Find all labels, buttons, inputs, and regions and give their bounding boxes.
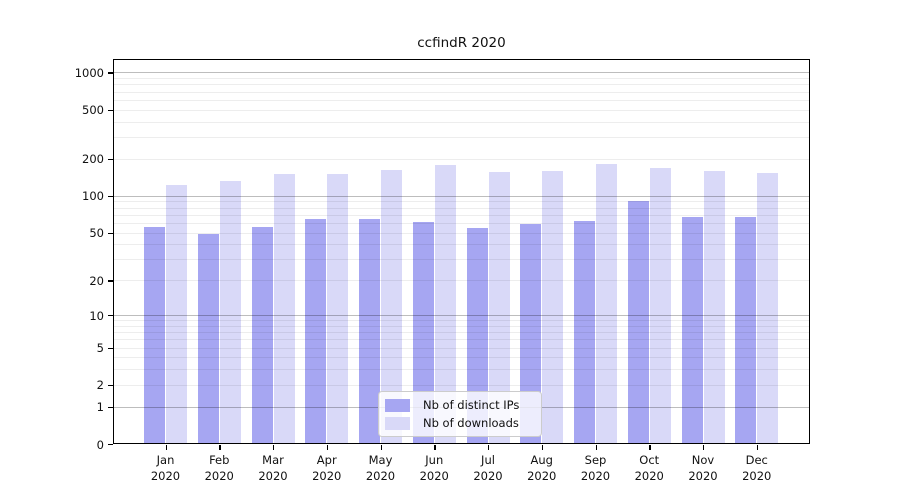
bar-distinct-ips-mar: [251, 227, 273, 444]
bar-downloads-jul: [488, 172, 510, 444]
x-tick-mark-apr: [326, 445, 329, 450]
x-tick-mark-jul: [488, 445, 490, 450]
bar-downloads-oct: [649, 168, 671, 444]
x-tick-label-nov: Nov 2020: [688, 453, 718, 483]
y-tick-label-500: 500: [82, 103, 104, 118]
y-tick-mark-10: [108, 315, 113, 317]
bar-downloads-jun: [434, 165, 456, 444]
y-tick-mark-50: [108, 232, 113, 234]
bar-downloads-mar: [273, 173, 295, 444]
x-tick-label-sep: Sep 2020: [580, 453, 611, 483]
bar-distinct-ips-dec: [735, 217, 757, 444]
x-tick-mark-mar: [273, 445, 275, 450]
x-tick-label-mar: Mar 2020: [258, 453, 288, 483]
x-tick-mark-feb: [219, 445, 221, 450]
y-tick-label-1: 1: [96, 400, 104, 415]
bar-distinct-ips-sep: [574, 221, 595, 444]
y-tick-mark-100: [108, 195, 113, 198]
x-tick-label-jun: Jun 2020: [419, 453, 449, 483]
bar-downloads-dec: [757, 172, 779, 444]
bar-downloads-aug: [542, 171, 564, 444]
bar-distinct-ips-jan: [144, 227, 165, 444]
x-tick-mark-jan: [165, 445, 167, 450]
bar-distinct-ips-jul: [466, 228, 488, 444]
y-tick-mark-200: [108, 158, 113, 161]
y-tick-mark-1: [108, 406, 113, 409]
x-tick-label-oct: Oct 2020: [634, 453, 664, 483]
x-tick-mark-may: [380, 445, 382, 450]
legend-swatch-distinct-ips: [385, 398, 410, 412]
bar-downloads-nov: [703, 171, 725, 444]
y-tick-mark-500: [108, 109, 113, 112]
bar-distinct-ips-nov: [681, 217, 703, 444]
x-tick-label-jul: Jul 2020: [473, 453, 503, 483]
legend-label-downloads: Nb of downloads: [423, 416, 519, 430]
bar-downloads-apr: [327, 173, 349, 444]
x-tick-label-aug: Aug 2020: [527, 453, 557, 483]
bars-layer: [113, 59, 810, 444]
x-tick-label-dec: Dec 2020: [742, 453, 772, 483]
x-tick-label-jan: Jan 2020: [150, 453, 181, 483]
x-tick-mark-jun: [434, 445, 436, 450]
legend-item-distinct-ips: Nb of distinct IPs: [385, 398, 533, 412]
x-tick-label-feb: Feb 2020: [204, 453, 234, 483]
x-tick-label-apr: Apr 2020: [312, 453, 342, 483]
bar-distinct-ips-apr: [305, 218, 327, 444]
y-tick-mark-1000: [108, 72, 113, 74]
y-tick-mark-2: [108, 384, 113, 387]
y-tick-mark-20: [108, 280, 113, 282]
y-tick-label-10: 10: [89, 308, 104, 323]
x-tick-mark-oct: [649, 445, 651, 450]
bar-downloads-sep: [596, 164, 617, 444]
x-axis: Jan 2020 Feb 2020 Mar 2020 Apr 2020 May 2020…: [113, 444, 810, 500]
y-tick-label-0: 0: [96, 437, 104, 452]
x-tick-mark-sep: [595, 445, 597, 450]
bar-distinct-ips-may: [359, 219, 380, 444]
legend-item-downloads: Nb of downloads: [385, 416, 533, 430]
y-tick-label-50: 50: [89, 226, 104, 241]
y-tick-label-5: 5: [96, 341, 104, 356]
legend-swatch-downloads: [385, 416, 410, 430]
y-tick-mark-0: [108, 444, 113, 446]
bar-downloads-feb: [219, 180, 241, 444]
y-tick-label-2: 2: [96, 378, 104, 393]
y-axis: 1000 500 200 100 50 20 10 5 2 1 0: [0, 59, 113, 452]
x-tick-label-may: May 2020: [365, 453, 396, 483]
plot-area: Nb of distinct IPs Nb of downloads: [113, 59, 810, 444]
bar-distinct-ips-aug: [520, 223, 542, 444]
bar-distinct-ips-feb: [197, 233, 219, 444]
x-tick-mark-dec: [756, 445, 759, 450]
legend-label-distinct-ips: Nb of distinct IPs: [423, 398, 520, 412]
bar-downloads-may: [381, 170, 402, 444]
bar-downloads-jan: [166, 184, 187, 444]
y-tick-mark-5: [108, 347, 113, 350]
y-tick-label-200: 200: [82, 152, 104, 167]
y-tick-label-20: 20: [89, 273, 104, 288]
x-tick-mark-nov: [703, 445, 705, 450]
y-tick-label-100: 100: [82, 189, 104, 204]
y-tick-label-1000: 1000: [74, 65, 104, 80]
bar-distinct-ips-oct: [627, 201, 649, 444]
bar-distinct-ips-jun: [412, 222, 434, 444]
legend: Nb of distinct IPs Nb of downloads: [378, 391, 542, 437]
chart-title: ccfindR 2020: [417, 35, 506, 51]
x-tick-mark-aug: [541, 445, 544, 450]
